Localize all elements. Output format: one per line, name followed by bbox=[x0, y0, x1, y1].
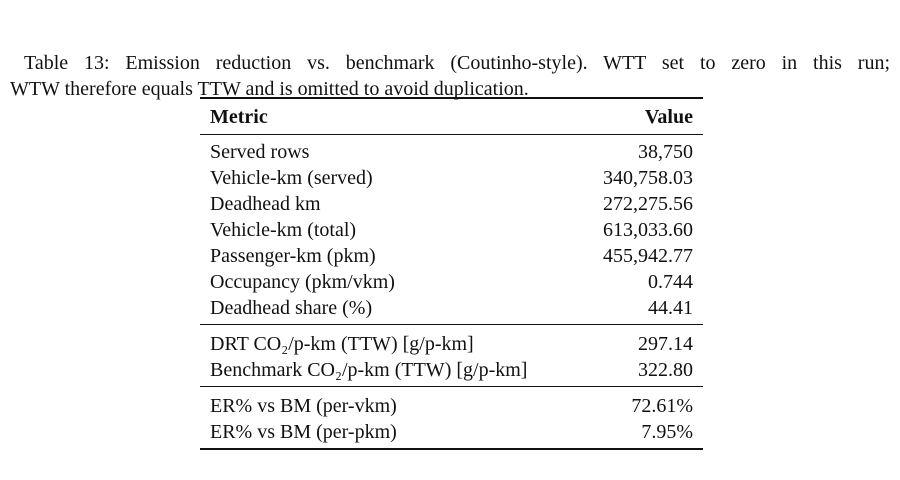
value-cell: 7.95% bbox=[641, 421, 693, 443]
table-section-co2: DRT CO₂/p-km (TTW) [g/p-km] 297.14 Bench… bbox=[200, 325, 703, 386]
table-row: DRT CO₂/p-km (TTW) [g/p-km] 297.14 bbox=[200, 331, 703, 357]
table-row: ER% vs BM (per-pkm) 7.95% bbox=[200, 419, 703, 445]
value-cell: 72.61% bbox=[631, 395, 693, 417]
metric-cell: ER% vs BM (per-pkm) bbox=[210, 421, 397, 443]
table-section-er: ER% vs BM (per-vkm) 72.61% ER% vs BM (pe… bbox=[200, 387, 703, 448]
value-cell: 0.744 bbox=[648, 271, 693, 293]
metric-cell: Benchmark CO₂/p-km (TTW) [g/p-km] bbox=[210, 359, 528, 381]
value-cell: 340,758.03 bbox=[603, 167, 693, 189]
metric-cell: Deadhead km bbox=[210, 193, 321, 215]
table-header-row: Metric Value bbox=[200, 99, 703, 134]
metric-cell: Deadhead share (%) bbox=[210, 297, 373, 319]
value-cell: 613,033.60 bbox=[603, 219, 693, 241]
value-cell: 455,942.77 bbox=[603, 245, 693, 267]
table-row: Served rows 38,750 bbox=[200, 139, 703, 165]
table-row: Vehicle-km (total) 613,033.60 bbox=[200, 217, 703, 243]
table-rule-mid-1 bbox=[200, 324, 703, 325]
metric-cell: Vehicle-km (served) bbox=[210, 167, 373, 189]
value-cell: 272,275.56 bbox=[603, 193, 693, 215]
value-cell: 44.41 bbox=[648, 297, 693, 319]
table-row: Vehicle-km (served) 340,758.03 bbox=[200, 165, 703, 191]
table-caption: Table 13: Emission reduction vs. benchma… bbox=[10, 50, 890, 102]
table-caption-line1: Table 13: Emission reduction vs. benchma… bbox=[24, 52, 890, 74]
table-row: Occupancy (pkm/vkm) 0.744 bbox=[200, 269, 703, 295]
table-rule-bottom bbox=[200, 448, 703, 450]
table-section-totals: Served rows 38,750 Vehicle-km (served) 3… bbox=[200, 135, 703, 324]
column-header-value: Value bbox=[644, 106, 693, 128]
table-row: Benchmark CO₂/p-km (TTW) [g/p-km] 322.80 bbox=[200, 357, 703, 383]
table-row: Deadhead km 272,275.56 bbox=[200, 191, 703, 217]
column-header-metric: Metric bbox=[210, 106, 268, 128]
metric-cell: ER% vs BM (per-vkm) bbox=[210, 395, 397, 417]
value-cell: 322.80 bbox=[638, 359, 693, 381]
table-rule-top bbox=[200, 97, 703, 99]
value-cell: 38,750 bbox=[638, 141, 693, 163]
table-row: ER% vs BM (per-vkm) 72.61% bbox=[200, 393, 703, 419]
table-rule-below-header bbox=[200, 134, 703, 135]
table-caption-line2: WTW therefore equals TTW and is omitted … bbox=[10, 78, 529, 100]
metric-cell: DRT CO₂/p-km (TTW) [g/p-km] bbox=[210, 333, 474, 355]
metric-cell: Vehicle-km (total) bbox=[210, 219, 357, 241]
metric-cell: Occupancy (pkm/vkm) bbox=[210, 271, 395, 293]
table-row: Deadhead share (%) 44.41 bbox=[200, 295, 703, 321]
metric-cell: Served rows bbox=[210, 141, 310, 163]
table-rule-mid-2 bbox=[200, 386, 703, 387]
value-cell: 297.14 bbox=[638, 333, 693, 355]
table-row: Passenger-km (pkm) 455,942.77 bbox=[200, 243, 703, 269]
metrics-table: Metric Value Served rows 38,750 Vehicle-… bbox=[200, 97, 703, 450]
metric-cell: Passenger-km (pkm) bbox=[210, 245, 376, 267]
